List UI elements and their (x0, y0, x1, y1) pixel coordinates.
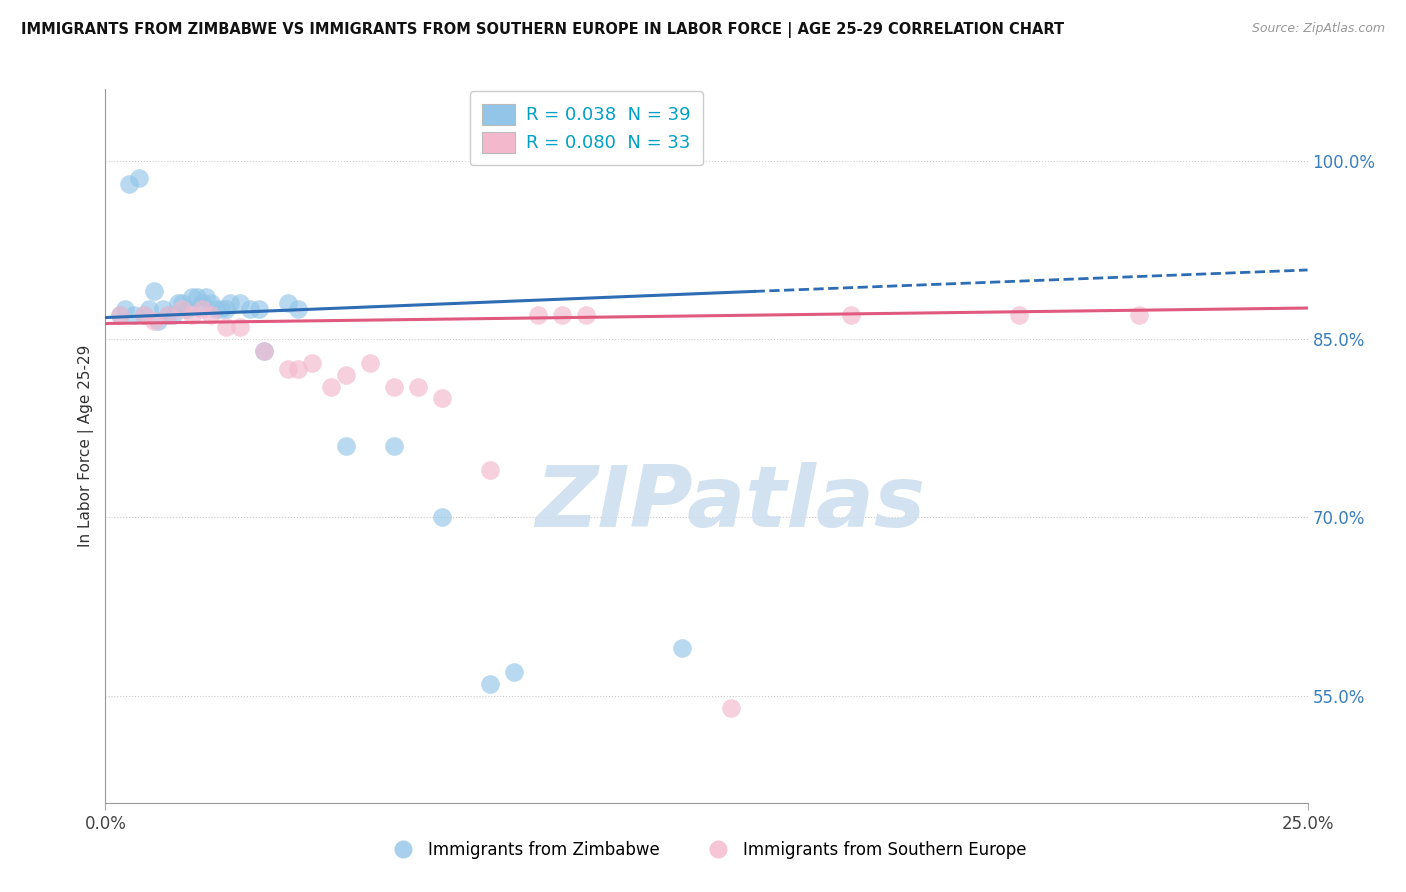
Point (359, 356, 381, 370)
Point (214, 302, 236, 317)
Point (1008, 308, 1031, 322)
Point (430, 392, 453, 406)
Point (128, 171, 150, 186)
Point (142, 314, 165, 328)
Point (247, 302, 270, 317)
Point (124, 308, 146, 322)
Point (172, 302, 194, 317)
Point (181, 308, 204, 322)
Point (575, 308, 598, 322)
Point (671, 641, 693, 656)
Point (138, 302, 160, 317)
Point (382, 379, 405, 393)
Point (162, 308, 184, 322)
Point (430, 510, 453, 524)
Point (503, 665, 526, 679)
Point (181, 290, 204, 304)
Point (190, 296, 212, 310)
Point (253, 343, 276, 358)
Point (527, 308, 550, 322)
Point (195, 290, 218, 304)
Point (229, 320, 252, 334)
Point (148, 314, 170, 328)
Point (301, 356, 323, 370)
Point (479, 677, 502, 691)
Point (839, 308, 862, 322)
Point (190, 302, 212, 317)
Point (551, 308, 574, 322)
Point (156, 308, 179, 322)
Point (172, 296, 194, 310)
Point (132, 308, 155, 322)
Point (214, 320, 236, 334)
Point (118, 178, 141, 192)
Point (219, 296, 242, 310)
Point (239, 302, 262, 317)
Point (200, 296, 222, 310)
Point (406, 379, 429, 393)
Point (720, 700, 742, 714)
Point (277, 361, 299, 376)
Text: IMMIGRANTS FROM ZIMBABWE VS IMMIGRANTS FROM SOUTHERN EUROPE IN LABOR FORCE | AGE: IMMIGRANTS FROM ZIMBABWE VS IMMIGRANTS F… (21, 22, 1064, 38)
Point (108, 308, 131, 322)
Point (335, 439, 357, 453)
Point (176, 302, 198, 317)
Point (287, 302, 309, 317)
Point (132, 308, 155, 322)
Point (108, 308, 131, 322)
Text: Source: ZipAtlas.com: Source: ZipAtlas.com (1251, 22, 1385, 36)
Point (209, 302, 232, 317)
Point (186, 290, 208, 304)
Text: ZIPatlas: ZIPatlas (536, 461, 925, 545)
Point (287, 361, 309, 376)
Point (479, 463, 502, 477)
Point (277, 296, 299, 310)
Point (200, 308, 222, 322)
Legend: Immigrants from Zimbabwe, Immigrants from Southern Europe: Immigrants from Zimbabwe, Immigrants fro… (380, 835, 1033, 866)
Point (156, 308, 179, 322)
Point (166, 296, 188, 310)
Point (114, 302, 136, 317)
Y-axis label: In Labor Force | Age 25-29: In Labor Force | Age 25-29 (79, 345, 94, 547)
Point (142, 285, 165, 299)
Point (335, 368, 357, 382)
Point (382, 439, 405, 453)
Point (321, 379, 343, 393)
Point (229, 296, 252, 310)
Point (205, 302, 228, 317)
Point (152, 302, 174, 317)
Point (1128, 308, 1150, 322)
Point (253, 343, 276, 358)
